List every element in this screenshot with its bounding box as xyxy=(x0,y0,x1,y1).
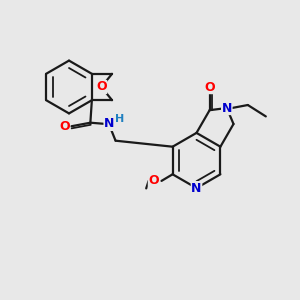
Text: N: N xyxy=(222,101,232,115)
Text: O: O xyxy=(96,80,107,94)
Text: O: O xyxy=(148,174,159,188)
Text: N: N xyxy=(191,182,202,195)
Text: N: N xyxy=(104,117,115,130)
Text: O: O xyxy=(204,81,215,94)
Text: O: O xyxy=(59,120,70,133)
Text: H: H xyxy=(115,114,124,124)
